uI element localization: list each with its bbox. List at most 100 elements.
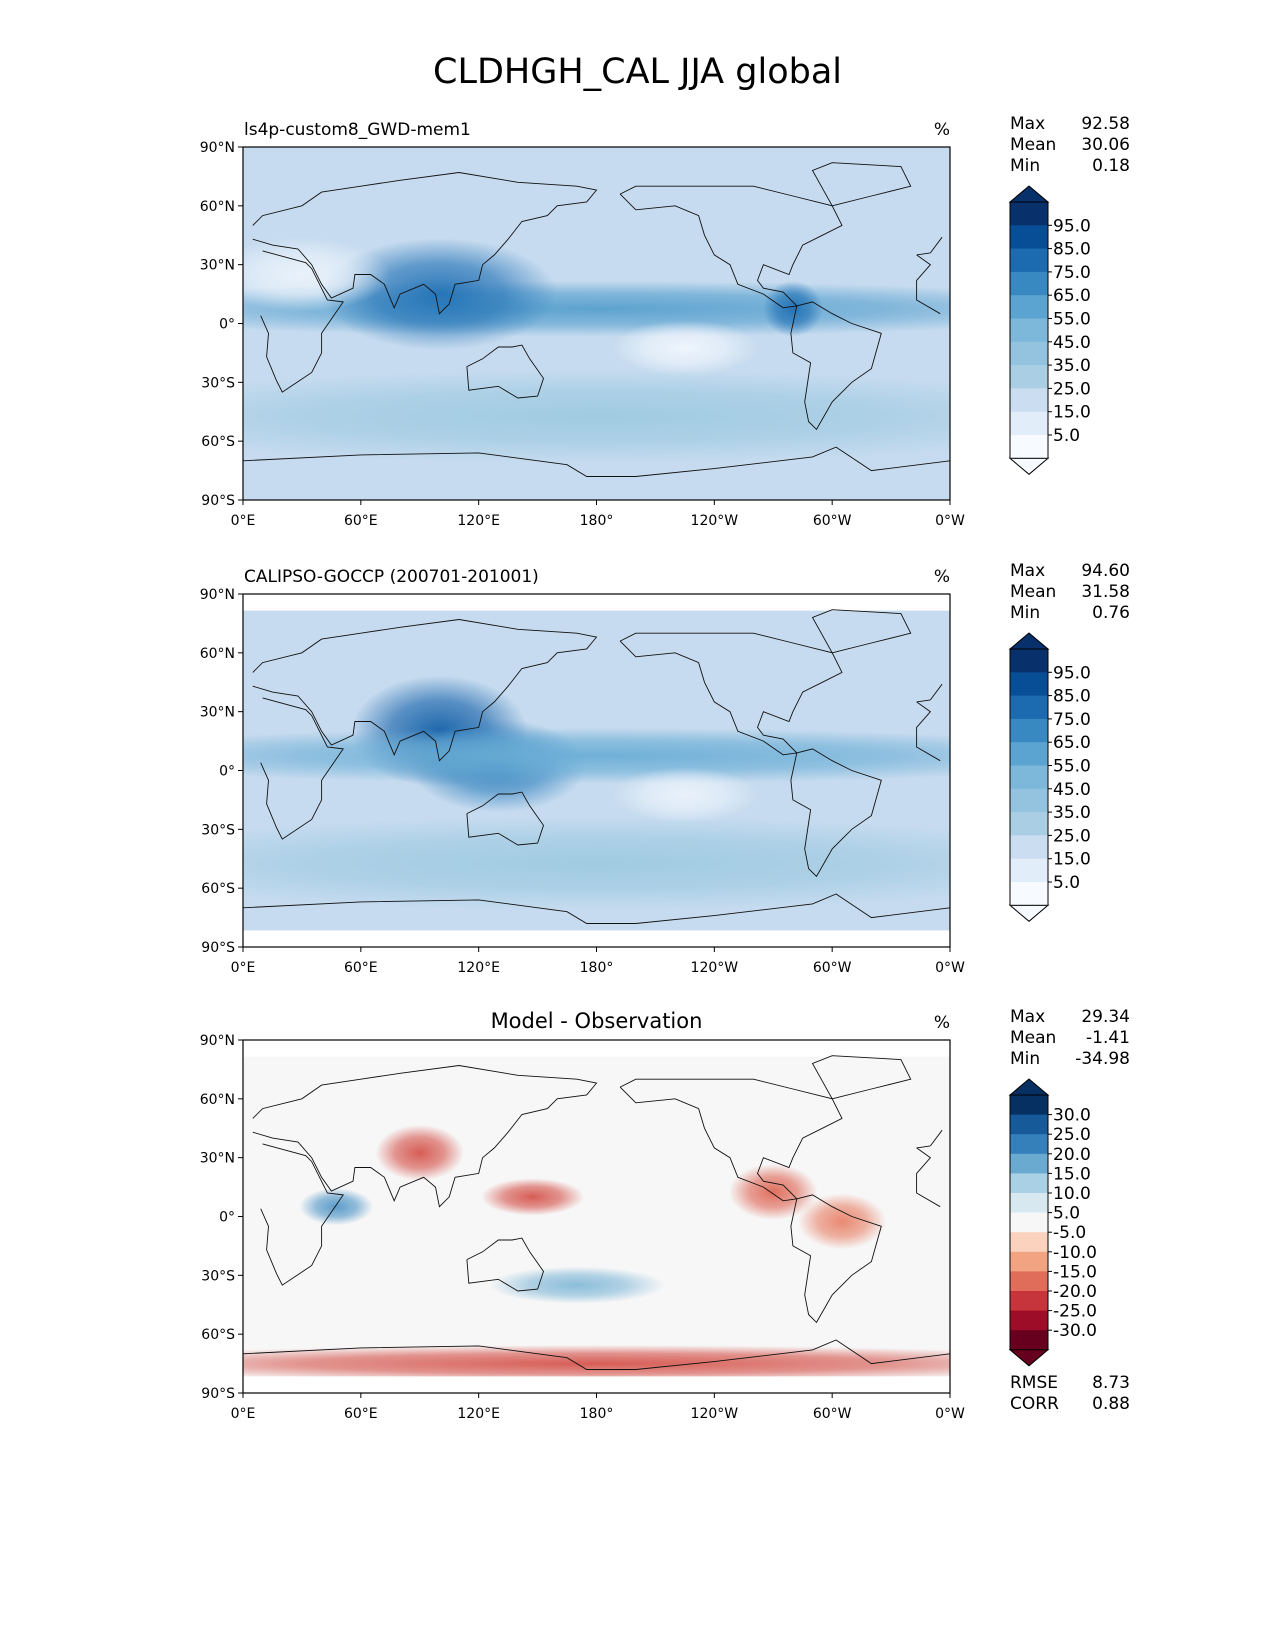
field-feature — [762, 280, 823, 337]
lon-tick-label: 60°E — [344, 960, 378, 976]
colorbar-segment — [1010, 765, 1048, 790]
colorbar-segment — [1010, 812, 1048, 836]
no-data-south — [243, 1376, 950, 1393]
lat-tick-label: 90°S — [201, 493, 235, 509]
lon-tick-label: 0°E — [231, 513, 256, 529]
panel-unit: % — [934, 567, 950, 587]
stat-label: Min — [1010, 603, 1040, 623]
field-feature — [797, 1193, 887, 1250]
field-feature — [481, 1178, 585, 1216]
metric-label: RMSE — [1010, 1373, 1058, 1393]
colorbar-segment — [1010, 695, 1048, 720]
colorbar: 95.0 85.0 75.0 65.0 55.0 45.0 35.0 25.0 15.0 5.0 — [1008, 185, 1091, 475]
colorbar-segment — [1010, 271, 1048, 296]
colorbar-segment — [1010, 1153, 1048, 1174]
stat-label: Max — [1010, 114, 1045, 134]
coastline — [260, 1143, 941, 1286]
panel-title: Model - Observation — [491, 1009, 703, 1033]
colorbar-label: 35.0 — [1053, 803, 1091, 823]
lon-tick-label: 120°W — [691, 1406, 739, 1422]
coastline — [811, 162, 912, 207]
coastline — [252, 1065, 943, 1208]
lat-tick-label: 30°N — [200, 258, 235, 274]
field-feature — [611, 320, 759, 376]
colorbar-label: 25.0 — [1053, 379, 1091, 399]
figure-title: CLDHGH_CAL JJA global — [433, 52, 842, 92]
colorbar-label: -30.0 — [1053, 1321, 1097, 1341]
lat-tick-label: 30°S — [201, 375, 235, 391]
lat-tick-label: 90°N — [200, 1033, 235, 1049]
lat-tick-label: 90°N — [200, 587, 235, 603]
colorbar-segment — [1010, 882, 1048, 906]
colorbar-label: 55.0 — [1053, 310, 1091, 330]
colorbar-label: 35.0 — [1053, 356, 1091, 376]
lat-tick-label: 60°S — [201, 434, 235, 450]
field-feature — [611, 767, 759, 823]
lat-tick-label: 90°N — [200, 140, 235, 156]
panel-unit: % — [934, 120, 950, 140]
lat-tick-label: 30°N — [200, 705, 235, 721]
stat-label: Max — [1010, 561, 1045, 581]
map-panel-1: 90°N 60°N 30°N 0° 30°S 60°S 90°S 0°E 60°E 120°E 18… — [200, 114, 1130, 529]
no-data-north — [243, 1040, 950, 1057]
colorbar-label: -25.0 — [1053, 1302, 1097, 1322]
colorbar-label: 95.0 — [1053, 663, 1091, 683]
field-feature — [299, 1188, 374, 1226]
lon-tick-label: 120°W — [691, 513, 739, 529]
panel-unit: % — [934, 1013, 950, 1033]
colorbar-segment — [1010, 225, 1048, 250]
coastline — [252, 172, 943, 315]
metric-label: CORR — [1010, 1394, 1059, 1414]
stat-value: 0.18 — [1092, 156, 1130, 176]
colorbar-label: 30.0 — [1053, 1106, 1091, 1126]
colorbar-segment — [1010, 1251, 1048, 1272]
stat-value: -1.41 — [1086, 1028, 1130, 1048]
colorbar-label: 5.0 — [1053, 426, 1080, 446]
colorbar-segment — [1010, 435, 1048, 459]
lat-tick-label: 90°S — [201, 940, 235, 956]
lon-tick-label: 0°E — [231, 1406, 256, 1422]
coastline — [811, 1055, 912, 1100]
coastlines — [243, 609, 950, 924]
colorbar-label: 45.0 — [1053, 333, 1091, 353]
lon-tick-label: 120°W — [691, 960, 739, 976]
lat-tick-label: 0° — [219, 1210, 235, 1226]
coastline — [466, 344, 544, 399]
stat-value: 29.34 — [1081, 1007, 1130, 1027]
coastline — [790, 748, 882, 878]
colorbar-label: 55.0 — [1053, 757, 1091, 777]
colorbar-segment — [1010, 858, 1048, 883]
colorbar-extend-max — [1008, 632, 1050, 650]
coastline — [811, 609, 912, 654]
colorbar-label: 75.0 — [1053, 263, 1091, 283]
field-feature — [243, 370, 950, 464]
colorbar-segment — [1010, 1310, 1048, 1331]
coastline — [466, 791, 544, 846]
colorbar-segment — [1010, 1330, 1048, 1351]
colorbar-label: -20.0 — [1053, 1282, 1097, 1302]
colorbar-label: 65.0 — [1053, 286, 1091, 306]
metric-value: 0.88 — [1092, 1394, 1130, 1414]
lat-tick-label: 0° — [219, 764, 235, 780]
colorbar-label: 85.0 — [1053, 240, 1091, 260]
coastline — [790, 301, 882, 431]
lon-tick-label: 0°W — [935, 1406, 965, 1422]
stat-label: Mean — [1010, 135, 1056, 155]
lat-tick-label: 60°S — [201, 1327, 235, 1343]
lon-tick-label: 180° — [580, 513, 614, 529]
coastline — [619, 185, 843, 309]
coastlines — [243, 162, 950, 477]
colorbar-segment — [1010, 341, 1048, 366]
lon-tick-label: 0°W — [935, 960, 965, 976]
colorbar-segment — [1010, 788, 1048, 813]
colorbar-label: 20.0 — [1053, 1145, 1091, 1165]
lat-tick-label: 60°S — [201, 881, 235, 897]
lat-tick-label: 30°N — [200, 1151, 235, 1167]
coastline — [466, 1237, 544, 1292]
map-field — [243, 1040, 950, 1393]
lon-tick-label: 60°E — [344, 513, 378, 529]
stat-label: Mean — [1010, 582, 1056, 602]
stat-label: Mean — [1010, 1028, 1056, 1048]
coastline — [260, 697, 941, 840]
stat-label: Max — [1010, 1007, 1045, 1027]
